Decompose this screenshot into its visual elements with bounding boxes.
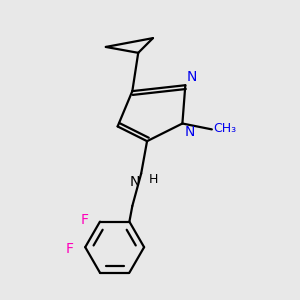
Text: N: N bbox=[187, 70, 197, 84]
Text: H: H bbox=[148, 173, 158, 186]
Text: CH₃: CH₃ bbox=[213, 122, 236, 135]
Text: N: N bbox=[129, 175, 140, 189]
Text: F: F bbox=[80, 213, 88, 227]
Text: N: N bbox=[185, 125, 195, 139]
Text: F: F bbox=[65, 242, 74, 256]
